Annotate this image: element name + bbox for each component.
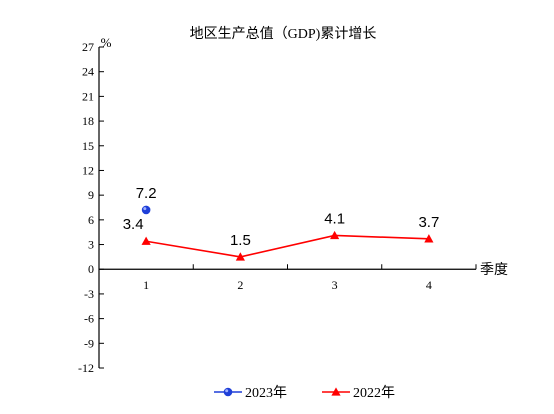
series-2022年: 3.4 1.5 4.1 3.7	[123, 210, 439, 261]
legend-marker-circle	[223, 387, 233, 397]
data-label: 3.7	[418, 214, 439, 231]
data-label: 4.1	[324, 210, 345, 227]
series-layer: 7.2 3.4 1.5 4.1 3.7	[123, 185, 439, 261]
y-tick-label: 12	[82, 163, 94, 177]
chart-title: 地区生产总值（GDP)累计增长	[190, 26, 377, 42]
x-tick-label: 4	[426, 278, 432, 292]
y-tick-label: 21	[82, 89, 94, 103]
data-point-triangle	[424, 234, 434, 243]
y-tick-label: 18	[82, 114, 94, 128]
legend-marker-highlight	[225, 389, 229, 393]
legend-marker-triangle	[331, 387, 341, 396]
y-tick-label: 9	[88, 188, 94, 202]
y-tick-label: 6	[88, 213, 94, 227]
x-tick-label: 1	[143, 278, 149, 292]
data-point-highlight	[143, 207, 147, 211]
y-tick-label: 3	[88, 238, 94, 252]
y-tick-label: 27	[82, 40, 94, 54]
legend-label: 2023年	[245, 385, 287, 401]
y-tick-label: 24	[82, 65, 94, 79]
x-axis-label: 季度	[480, 262, 508, 278]
y-tick-label: -9	[84, 336, 94, 350]
data-point-triangle	[330, 230, 340, 240]
y-tick-label: -6	[84, 312, 94, 326]
x-tick-label: 2	[237, 278, 243, 292]
data-point-triangle	[235, 252, 245, 261]
y-tick-label: -12	[78, 361, 94, 375]
x-tick-label: 3	[332, 278, 338, 292]
y-tick-label: 15	[82, 139, 94, 153]
y-tick-label: 0	[88, 262, 94, 276]
data-point-circle	[141, 205, 151, 215]
data-point-triangle	[141, 236, 151, 245]
data-label: 7.2	[136, 185, 157, 202]
series-2023年: 7.2	[136, 185, 157, 215]
legend: 2023年 2022年	[214, 385, 395, 401]
legend-label: 2022年	[353, 385, 395, 401]
data-label: 1.5	[230, 232, 251, 249]
data-label: 3.4	[123, 216, 144, 233]
series-line	[145, 234, 429, 258]
y-tick-label: -3	[84, 287, 94, 301]
y-axis-unit-label: %	[101, 35, 112, 50]
